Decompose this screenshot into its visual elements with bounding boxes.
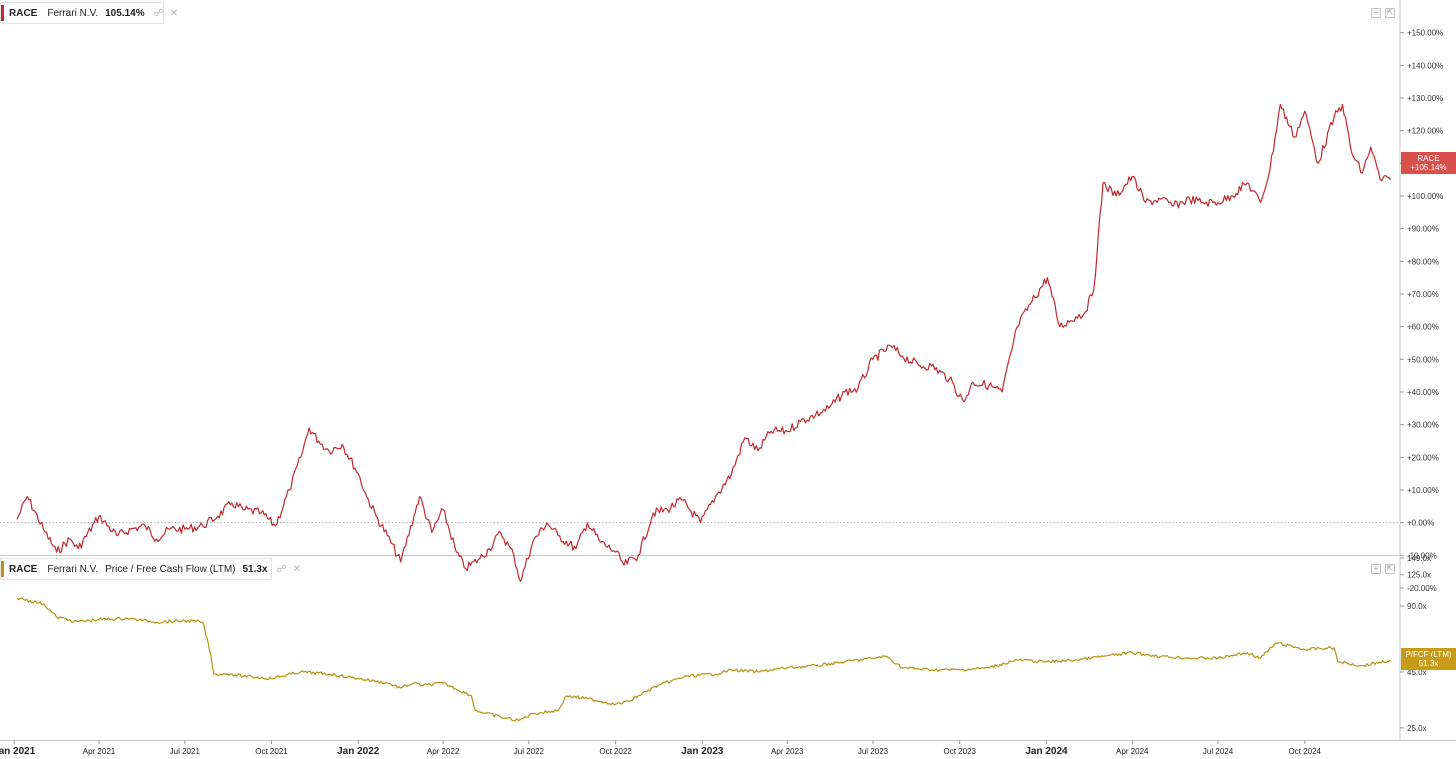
x-tick-label: Apr 2024 xyxy=(1116,747,1149,756)
legend-ticker: RACE xyxy=(9,563,38,575)
expand-icon[interactable]: ⇱ xyxy=(1385,8,1395,18)
pfcf-tag-label: P/FCF (LTM) xyxy=(1405,650,1452,659)
legend-company: Ferrari N.V. xyxy=(47,7,99,19)
y-tick-label: +10.00% xyxy=(1407,486,1439,495)
x-tick-label: Jul 2023 xyxy=(858,747,889,756)
legend-company: Ferrari N.V. xyxy=(47,563,99,575)
x-tick-label: Jan 2024 xyxy=(1025,746,1068,757)
x-tick-label: Jan 2021 xyxy=(0,746,36,757)
y-tick-label: +20.00% xyxy=(1407,453,1439,462)
y-tick-label: +130.00% xyxy=(1407,94,1443,103)
legend-ticker: RACE xyxy=(9,7,38,19)
legend-value: 51.3x xyxy=(242,563,268,575)
y-tick-label: 25.0x xyxy=(1407,724,1427,733)
bottom-pane-controls: + ⇱ xyxy=(1371,564,1395,574)
y-tick-label: +80.00% xyxy=(1407,257,1439,266)
top-legend: RACE Ferrari N.V. 105.14% ☍ ✕ xyxy=(0,2,178,24)
y-tick-label: +60.00% xyxy=(1407,323,1439,332)
pfcf-ratio-line xyxy=(16,597,1391,722)
share-icon[interactable]: ☍ xyxy=(276,563,287,575)
x-tick-label: Jan 2022 xyxy=(337,746,380,757)
y-tick-label: +40.00% xyxy=(1407,388,1439,397)
y-tick-label: 125.0x xyxy=(1407,571,1431,580)
y-tick-label: +50.00% xyxy=(1407,355,1439,364)
x-tick-label: Jul 2024 xyxy=(1203,747,1234,756)
y-tick-label: +90.00% xyxy=(1407,225,1439,234)
top-pane-controls: + ⇱ xyxy=(1371,8,1395,18)
y-tick-label: +120.00% xyxy=(1407,127,1443,136)
x-tick-label: Apr 2021 xyxy=(83,747,116,756)
close-icon[interactable]: ✕ xyxy=(169,7,179,19)
x-tick-label: Oct 2021 xyxy=(255,747,288,756)
y-tick-label: 149.0x xyxy=(1407,554,1431,563)
race-return-line xyxy=(16,103,1392,583)
close-icon[interactable]: ✕ xyxy=(292,563,302,575)
add-pane-icon[interactable]: + xyxy=(1371,564,1381,574)
x-tick-label: Oct 2024 xyxy=(1289,747,1322,756)
y-tick-label: +100.00% xyxy=(1407,192,1443,201)
y-tick-label: -10.00% xyxy=(1407,551,1437,560)
y-tick-label: +150.00% xyxy=(1407,29,1443,38)
race-tag-label: RACE xyxy=(1417,154,1440,163)
race-value-tag: RACE +105.14% xyxy=(1401,152,1456,174)
bottom-legend: RACE Ferrari N.V. Price / Free Cash Flow… xyxy=(0,558,301,580)
y-tick-label: +30.00% xyxy=(1407,421,1439,430)
pfcf-value-tag: P/FCF (LTM) 51.3x xyxy=(1401,648,1456,670)
legend-metric: Price / Free Cash Flow (LTM) xyxy=(105,563,236,575)
x-tick-label: Apr 2022 xyxy=(427,747,460,756)
y-tick-label: 45.0x xyxy=(1407,668,1427,677)
y-tick-label: +140.00% xyxy=(1407,61,1443,70)
y-tick-label: +0.00% xyxy=(1407,519,1434,528)
y-tick-label: +70.00% xyxy=(1407,290,1439,299)
expand-icon[interactable]: ⇱ xyxy=(1385,564,1395,574)
pfcf-tag-value: 51.3x xyxy=(1418,659,1439,668)
x-tick-label: Jul 2022 xyxy=(514,747,545,756)
x-tick-label: Jan 2023 xyxy=(681,746,724,757)
share-icon[interactable]: ☍ xyxy=(153,7,164,19)
x-tick-label: Oct 2023 xyxy=(943,747,976,756)
y-tick-label: 90.0x xyxy=(1407,602,1427,611)
x-tick-label: Apr 2023 xyxy=(771,747,804,756)
add-pane-icon[interactable]: + xyxy=(1371,8,1381,18)
pfcf-color-marker xyxy=(1,561,4,577)
y-tick-label: -20.00% xyxy=(1407,584,1437,593)
race-tag-value: +105.14% xyxy=(1410,163,1447,172)
legend-value: 105.14% xyxy=(105,7,145,19)
x-tick-label: Jul 2021 xyxy=(170,747,201,756)
race-color-marker xyxy=(1,5,4,21)
x-tick-label: Oct 2022 xyxy=(599,747,632,756)
